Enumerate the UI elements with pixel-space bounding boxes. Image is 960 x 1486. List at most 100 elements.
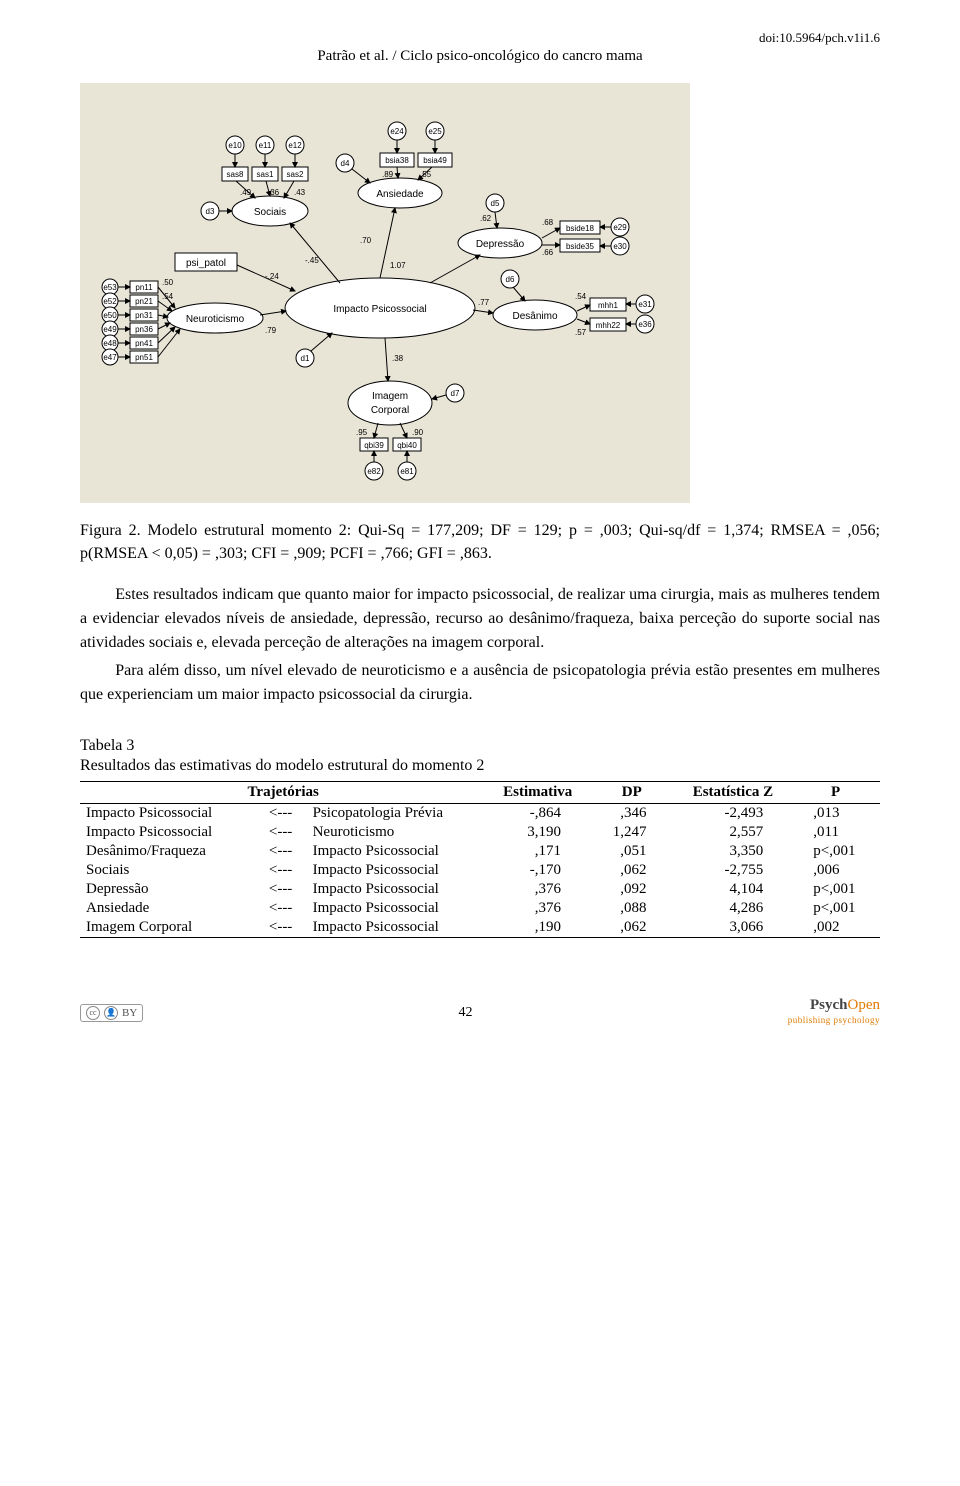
svg-text:e81: e81 [400,467,414,476]
svg-text:d3: d3 [206,207,215,216]
table-row: Depressão<---Impacto Psicossocial,376,09… [80,880,880,899]
svg-text:.79: .79 [265,326,277,335]
table-row: Impacto Psicossocial<---Neuroticismo3,19… [80,823,880,842]
brand-rest: Open [848,997,881,1013]
node-sociais: Sociais [254,207,286,218]
figure-caption: Figura 2. Modelo estrutural momento 2: Q… [80,519,880,565]
svg-text:pn36: pn36 [135,325,153,334]
svg-text:e53: e53 [103,283,117,292]
table-row: Impacto Psicossocial<---Psicopatologia P… [80,804,880,824]
svg-text:-.45: -.45 [305,256,319,265]
svg-text:.57: .57 [575,328,587,337]
svg-text:.55: .55 [420,170,432,179]
svg-text:d1: d1 [301,354,310,363]
svg-text:.66: .66 [542,248,554,257]
col-p: P [791,782,880,804]
cc-icon: cc [86,1006,100,1020]
svg-text:.50: .50 [162,278,174,287]
caption-body: Modelo estrutural momento 2: Qui-Sq = 17… [80,522,880,562]
svg-text:qbi40: qbi40 [397,441,417,450]
table-label: Tabela 3 [80,737,880,755]
svg-text:mhh22: mhh22 [596,321,621,330]
node-ansiedade: Ansiedade [376,189,424,200]
table-title: Resultados das estimativas do modelo est… [80,757,880,775]
table-row: Ansiedade<---Impacto Psicossocial,376,08… [80,899,880,918]
table-row: Desânimo/Fraqueza<---Impacto Psicossocia… [80,842,880,861]
svg-text:d4: d4 [341,159,350,168]
svg-text:1.07: 1.07 [390,261,406,270]
col-estimativa: Estimativa [486,782,589,804]
brand-sub: publishing psychology [788,1015,880,1025]
svg-text:.77: .77 [478,298,490,307]
node-desanimo: Desânimo [512,311,557,322]
cc-badge: cc 👤 BY [80,1004,143,1022]
svg-text:e10: e10 [228,141,242,150]
svg-text:.43: .43 [294,188,306,197]
svg-text:.54: .54 [575,292,587,301]
svg-text:bsia49: bsia49 [423,156,447,165]
svg-text:e48: e48 [103,339,117,348]
svg-text:e52: e52 [103,297,117,306]
svg-text:pn51: pn51 [135,353,153,362]
col-z: Estatística Z [675,782,792,804]
svg-text:.70: .70 [360,236,372,245]
svg-text:-.24: -.24 [265,272,279,281]
svg-text:.95: .95 [356,428,368,437]
svg-text:e47: e47 [103,353,117,362]
svg-text:bside35: bside35 [566,242,595,251]
svg-text:pn21: pn21 [135,297,153,306]
svg-text:e49: e49 [103,325,117,334]
svg-text:.49: .49 [240,188,252,197]
svg-text:e31: e31 [638,300,652,309]
svg-text:e82: e82 [367,467,381,476]
svg-text:.90: .90 [412,428,424,437]
svg-text:d5: d5 [491,199,500,208]
svg-text:pn31: pn31 [135,311,153,320]
page-footer: cc 👤 BY 42 PsychOpen publishing psycholo… [80,998,880,1027]
svg-text:e50: e50 [103,311,117,320]
publisher-brand: PsychOpen publishing psychology [788,998,880,1027]
svg-text:mhh1: mhh1 [598,301,619,310]
svg-text:.89: .89 [382,170,394,179]
svg-text:sas2: sas2 [287,170,304,179]
svg-text:e29: e29 [613,223,627,232]
svg-text:pn11: pn11 [135,283,153,292]
doi-text: doi:10.5964/pch.v1i1.6 [80,30,880,46]
node-neuroticismo: Neuroticismo [186,314,245,325]
svg-text:Corporal: Corporal [371,405,409,416]
svg-text:e24: e24 [390,127,404,136]
svg-text:.68: .68 [542,218,554,227]
estimates-table: Trajetórias Estimativa DP Estatística Z … [80,781,880,938]
svg-text:e25: e25 [428,127,442,136]
svg-text:e30: e30 [613,242,627,251]
sem-diagram: Impacto Psicossocial Sociais sas8 sas1 s… [80,83,690,503]
col-trajetorias: Trajetórias [80,782,486,804]
node-psi-patol: psi_patol [186,258,226,269]
paragraph-2: Para além disso, um nível elevado de neu… [80,659,880,707]
table-row: Imagem Corporal<---Impacto Psicossocial,… [80,918,880,938]
svg-text:d7: d7 [451,389,460,398]
svg-text:bsia38: bsia38 [385,156,409,165]
col-dp: DP [589,782,675,804]
svg-text:pn41: pn41 [135,339,153,348]
node-impacto: Impacto Psicossocial [333,304,426,315]
svg-text:.54: .54 [162,292,174,301]
by-icon: 👤 [104,1006,118,1020]
svg-text:.38: .38 [392,354,404,363]
brand-bold: Psych [810,997,848,1013]
table-row: Sociais<---Impacto Psicossocial-,170,062… [80,861,880,880]
cc-label: BY [122,1007,137,1019]
svg-text:bside18: bside18 [566,224,595,233]
svg-text:.62: .62 [480,214,492,223]
svg-text:e36: e36 [638,320,652,329]
caption-prefix: Figura 2. [80,522,141,539]
running-head: Patrão et al. / Ciclo psico-oncológico d… [80,48,880,65]
svg-text:e12: e12 [288,141,302,150]
svg-text:sas8: sas8 [227,170,244,179]
node-depressao: Depressão [476,239,525,250]
svg-text:sas1: sas1 [257,170,274,179]
page-number: 42 [143,1005,787,1021]
paragraph-1: Estes resultados indicam que quanto maio… [80,583,880,655]
svg-text:d6: d6 [506,275,515,284]
svg-text:Imagem: Imagem [372,391,408,402]
